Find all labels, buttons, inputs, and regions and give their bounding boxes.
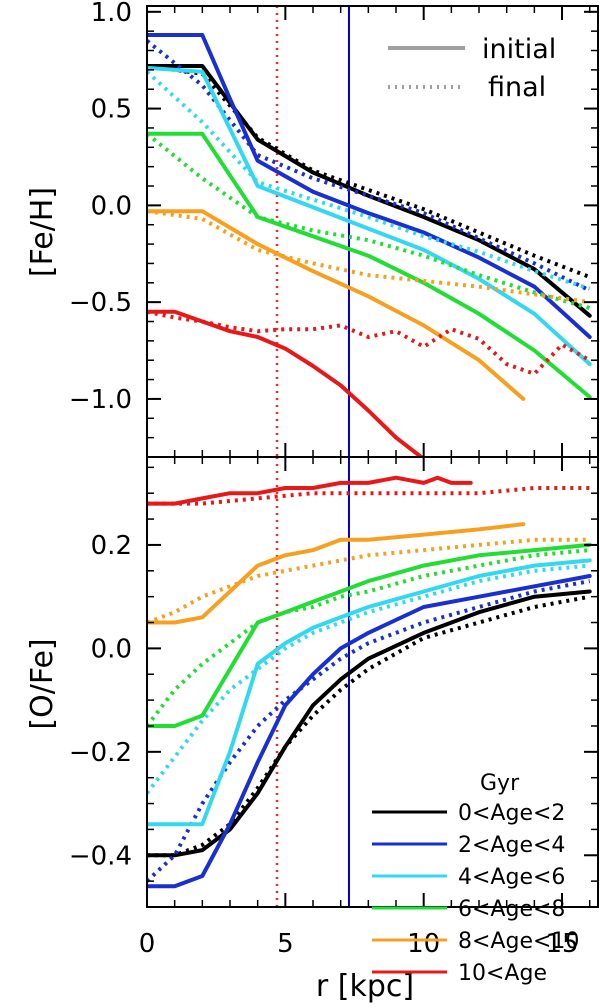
bottom-ytick-label-1: 0.0 (91, 634, 132, 664)
legend-label-4: 8<Age<10 (458, 929, 579, 954)
top-series-2-solid (147, 33, 592, 339)
top-series-0-solid (147, 64, 592, 318)
top-ytick-label-0: 1.0 (91, 0, 132, 28)
bottom-series-3-dotted (147, 579, 591, 883)
bottom-series-7-dotted (147, 548, 590, 728)
bottom-series-0-solid (147, 589, 592, 858)
bottom-series-11-dotted (147, 486, 590, 506)
legend-label-3: 6<Age<8 (458, 897, 565, 922)
legend-label-1: 2<Age<4 (458, 833, 565, 858)
bottom-series-5-dotted (147, 563, 590, 795)
bottom-series-6-solid (147, 542, 592, 728)
top-ytick-label-1: 0.5 (91, 95, 132, 125)
style-legend: initial final (388, 34, 556, 103)
bottom-ytick-label-3: −0.4 (69, 841, 132, 871)
bottom-series-9-dotted (147, 537, 590, 625)
legend-initial-label: initial (482, 34, 556, 65)
bottom-y-axis-title: [O/Fe] (25, 638, 60, 729)
top-series-6-solid (147, 131, 592, 399)
bottom-series-2-solid (147, 574, 592, 889)
age-legend: Gyr 0<Age<2 2<Age<4 4<Age<6 6<Age<8 8<Age<10… (372, 771, 579, 986)
legend-label-5: 10<Age (458, 961, 547, 986)
top-y-axis-title: [Fe/H] (25, 187, 60, 277)
top-series-11-dotted (147, 309, 591, 376)
x-tick-label-1: 5 (277, 929, 294, 959)
bottom-ytick-label-0: 0.2 (91, 531, 132, 561)
top-series-4-solid (147, 65, 592, 367)
legend-label-2: 4<Age<6 (458, 865, 565, 890)
top-series-9-dotted (147, 209, 590, 305)
x-tick-label-0: 0 (139, 929, 156, 959)
legend-final-label: final (488, 72, 546, 103)
x-axis-title: r [kpc] (316, 969, 414, 1004)
legend-title: Gyr (480, 771, 520, 796)
top-panel-plot-area (147, 6, 592, 457)
top-ytick-label-2: 0.0 (91, 191, 132, 221)
top-series-10-solid (147, 309, 430, 457)
top-series-8-solid (147, 209, 526, 401)
legend-label-0: 0<Age<2 (458, 801, 565, 826)
bottom-ytick-label-2: −0.2 (69, 738, 132, 768)
x-tick-label-2: 10 (407, 929, 440, 959)
bottom-series-8-solid (147, 522, 526, 625)
top-series-5-dotted (147, 70, 591, 291)
bottom-panel-plot-area (147, 457, 592, 907)
top-ytick-label-3: −0.5 (69, 288, 132, 318)
bottom-series-10-solid (147, 475, 473, 506)
x-tick-label-3: 15 (545, 929, 578, 959)
bottom-series-4-solid (147, 558, 592, 827)
bottom-series-1-dotted (147, 594, 591, 858)
top-ytick-label-4: −1.0 (69, 385, 132, 415)
